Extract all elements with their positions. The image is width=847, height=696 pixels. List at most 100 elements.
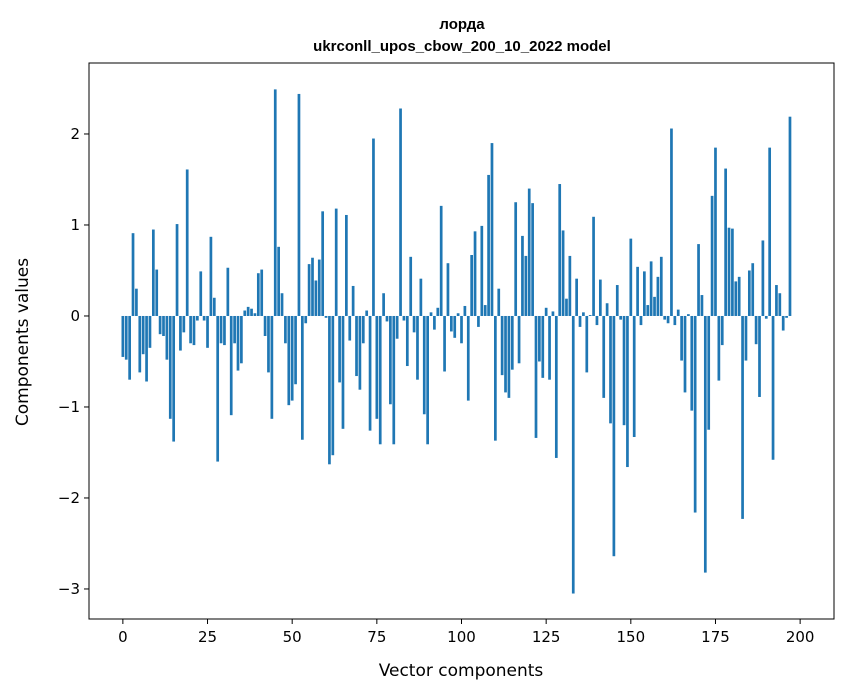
bar [196, 315, 199, 321]
bar [158, 315, 162, 335]
bar [317, 259, 321, 316]
y-axis-label: Components values [13, 258, 33, 426]
bar [585, 315, 589, 373]
bar [687, 314, 690, 316]
bar [744, 315, 748, 361]
bar [212, 297, 216, 316]
bar [659, 256, 663, 316]
y-tick-label: 1 [70, 216, 80, 234]
bar [382, 293, 385, 316]
bar [643, 271, 646, 316]
bar [277, 246, 280, 316]
bar [724, 168, 727, 316]
bar [290, 315, 294, 401]
bar [714, 147, 717, 316]
bar [141, 315, 145, 355]
bar [263, 315, 267, 336]
bar [256, 273, 260, 316]
bar [595, 315, 599, 326]
bar [561, 230, 565, 316]
bar-series [121, 89, 792, 594]
y-axis-ticks: −3 −2 −1 0 1 2 [58, 125, 89, 598]
bar [304, 315, 308, 324]
bar [433, 315, 436, 330]
bar [693, 315, 697, 513]
bar [151, 229, 155, 316]
bar [517, 315, 521, 364]
bar [775, 285, 778, 316]
bar [510, 315, 514, 370]
bar [710, 195, 714, 316]
bar [720, 315, 724, 346]
bar [568, 255, 572, 316]
bar [182, 315, 186, 333]
y-tick-label: −1 [58, 398, 80, 416]
bar [761, 240, 765, 316]
bar [280, 293, 284, 316]
bar [531, 203, 534, 316]
bar [321, 211, 325, 316]
bar [751, 263, 755, 316]
bar [785, 315, 788, 318]
bar [636, 266, 639, 316]
bar [206, 315, 209, 348]
bar [771, 315, 775, 460]
bar [544, 307, 548, 316]
bar [602, 315, 606, 398]
bar [443, 315, 446, 372]
bar [666, 315, 670, 324]
chart-title: лорда [439, 16, 485, 33]
bar [788, 116, 792, 316]
bar [778, 293, 782, 316]
bar [284, 315, 287, 344]
x-tick-label: 150 [616, 628, 645, 646]
bar [307, 264, 311, 316]
bar [676, 309, 680, 316]
bar [460, 315, 463, 344]
x-tick-label: 175 [701, 628, 730, 646]
bar [690, 315, 694, 411]
bar [551, 311, 555, 316]
bar [124, 315, 128, 360]
bar [385, 315, 389, 322]
bar [392, 315, 396, 445]
bar [294, 315, 297, 385]
bar [639, 315, 643, 326]
bar [494, 315, 497, 441]
bar [395, 315, 399, 339]
bar [663, 315, 667, 320]
bar [588, 315, 592, 316]
bar [240, 315, 243, 364]
bar [399, 108, 402, 316]
bar [334, 208, 338, 316]
bar [324, 315, 328, 318]
bar [297, 93, 301, 316]
bar [243, 310, 247, 316]
bar [558, 184, 562, 316]
bar [405, 315, 409, 367]
bar [622, 315, 626, 426]
bar [165, 315, 169, 360]
bar [341, 315, 345, 429]
bar [737, 276, 741, 316]
bar [202, 315, 206, 321]
bar [355, 315, 358, 377]
bar [168, 315, 172, 419]
bar [477, 315, 480, 327]
bar [209, 236, 213, 316]
bar [673, 315, 677, 326]
bar [497, 288, 501, 316]
bar [179, 315, 182, 351]
y-tick-label: 0 [70, 307, 80, 325]
bar [656, 276, 660, 316]
bar [483, 305, 487, 316]
bar [703, 315, 707, 573]
bar [629, 238, 633, 316]
x-tick-label: 0 [118, 628, 128, 646]
bar [331, 315, 335, 456]
bar [287, 315, 291, 406]
bar [267, 315, 270, 373]
bar [490, 143, 494, 316]
bar [571, 315, 575, 594]
